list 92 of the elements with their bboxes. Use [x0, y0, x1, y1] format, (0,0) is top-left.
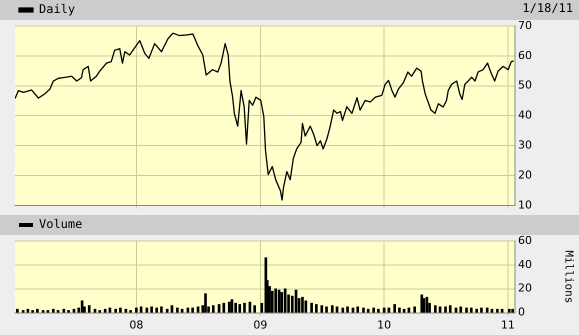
bar [422, 298, 426, 313]
text: 1/18/11 [522, 1, 573, 16]
y-tick-label: 70 [518, 18, 532, 32]
legend-label: Daily [39, 2, 76, 16]
y-tick-label: 60 [518, 48, 532, 62]
bar [150, 306, 153, 313]
x-tick-label: 09 [253, 318, 268, 332]
bar [315, 304, 318, 313]
bar [388, 308, 390, 313]
bar [46, 310, 50, 313]
bar [278, 290, 280, 313]
x-tick-label: 08 [129, 318, 144, 332]
bar [31, 310, 34, 313]
bar [196, 306, 200, 313]
bar [372, 308, 375, 313]
bar [140, 306, 142, 313]
bar [238, 304, 242, 313]
bar [480, 308, 483, 313]
bar [119, 308, 122, 313]
y-tick-label: 0 [518, 306, 525, 319]
y-tick-label: 10 [518, 198, 532, 212]
bar [67, 310, 70, 313]
bar [398, 308, 401, 313]
bar [155, 308, 158, 313]
y-tick-label: 30 [518, 138, 532, 152]
bar [212, 305, 215, 313]
y-tick-label: 40 [518, 258, 532, 271]
bar [438, 306, 442, 313]
y-tick-label: 50 [518, 78, 532, 92]
y-axis-title: Millions [562, 250, 576, 304]
bar [274, 288, 278, 313]
bar [230, 299, 234, 313]
bar [22, 310, 24, 313]
legend-label: Volume [39, 217, 82, 232]
bar [72, 308, 76, 313]
bar [352, 308, 354, 313]
bar [56, 310, 60, 313]
bar [248, 302, 252, 313]
bar [382, 308, 386, 313]
bar [448, 305, 452, 313]
bar [413, 306, 416, 313]
bar [191, 308, 194, 313]
x-tick-label: 10 [377, 318, 392, 332]
bar [146, 308, 148, 313]
bar [486, 308, 489, 313]
bar [336, 306, 338, 313]
bar [490, 308, 494, 313]
bar [228, 302, 231, 313]
bar [170, 305, 174, 313]
bar [470, 308, 473, 313]
bar [284, 288, 286, 313]
bar [304, 300, 308, 313]
bar [94, 308, 96, 313]
bar [426, 296, 428, 313]
y-tick-label: 40 [518, 108, 532, 122]
bar [42, 310, 44, 313]
bar [186, 308, 190, 313]
bar [176, 308, 179, 313]
x-tick-label: 11 [500, 318, 515, 332]
bar [108, 308, 112, 313]
bar [454, 308, 458, 313]
bar [88, 305, 91, 313]
bar [280, 292, 284, 313]
bar [320, 305, 324, 313]
bar [98, 310, 102, 313]
bar [465, 308, 468, 313]
bar [408, 308, 410, 313]
bar [234, 302, 238, 313]
bar [253, 305, 256, 313]
bar [341, 308, 344, 313]
bar [393, 304, 396, 313]
bar [204, 293, 207, 313]
bar [310, 302, 313, 313]
bar [243, 302, 246, 313]
bar [301, 296, 304, 313]
bar [218, 304, 220, 313]
bar [160, 306, 163, 313]
bar [356, 306, 360, 313]
bar [325, 306, 328, 313]
y-tick-label: 60 [518, 234, 532, 247]
bar [444, 306, 447, 313]
bar [434, 305, 437, 313]
bar [294, 290, 298, 313]
bar [346, 306, 349, 313]
bar [135, 308, 138, 313]
bar [222, 302, 226, 313]
y-tick-label: 20 [518, 168, 532, 182]
y-tick-label: 20 [518, 282, 532, 295]
bar [330, 305, 334, 313]
bar [129, 310, 132, 313]
bar [459, 306, 462, 313]
bar [362, 308, 365, 313]
